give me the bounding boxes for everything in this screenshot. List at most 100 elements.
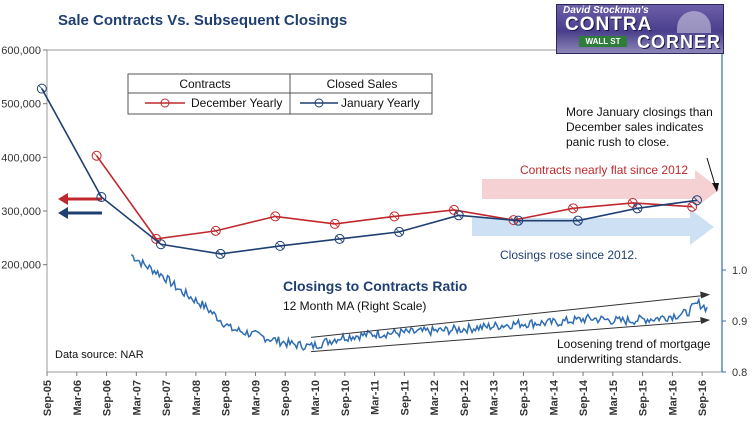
y-left-tick-label: 400,000 <box>1 152 41 164</box>
contracts-point <box>270 211 281 222</box>
logo-byline: David Stockman's <box>563 5 649 16</box>
y-right-tick-label: 0.9 <box>732 316 747 328</box>
x-tick-label: Sep-08 <box>221 380 233 416</box>
x-tick-label: Sep-12 <box>459 380 471 416</box>
x-tick-label: Sep-10 <box>340 380 352 416</box>
axis-layer: 600,000 500,000 400,000 300,000 200,000 1.0 0.… <box>1 45 747 416</box>
closings-point <box>632 203 643 214</box>
legend-entry-january: January Yearly <box>341 96 420 110</box>
closings-point <box>334 233 345 244</box>
series-layer <box>36 83 711 353</box>
logo-word-contra: CONTRA <box>565 14 653 35</box>
point-cross <box>693 196 701 204</box>
x-tick-label: Sep-15 <box>638 380 650 416</box>
point-cross <box>212 227 220 235</box>
x-tick-label: Mar-16 <box>667 380 679 415</box>
x-tick-label: Sep-09 <box>280 380 292 416</box>
point-cross <box>272 213 279 220</box>
closings-point <box>691 195 702 206</box>
closings-line <box>41 88 698 255</box>
rise-trend-arrow <box>472 209 714 245</box>
panic-note-line: December sales indicates <box>566 120 703 134</box>
loosening-note-line: underwriting standards. <box>557 352 682 366</box>
closings-point <box>275 240 286 251</box>
y-left-tick-label: 500,000 <box>1 99 41 111</box>
point-cross <box>336 235 343 243</box>
point-cross <box>395 228 403 236</box>
ratio-subtitle: 12 Month MA (Right Scale) <box>283 299 426 313</box>
panic-pointer-head <box>712 183 719 192</box>
logo-word-corner: CORNER <box>637 32 722 52</box>
closings-point <box>513 215 524 226</box>
flat-trend-arrow <box>482 170 720 208</box>
legend: Contracts Closed Sales December Yearly Janu… <box>127 73 433 115</box>
point-cross <box>569 205 577 212</box>
closings-level-arrowhead <box>58 207 68 219</box>
closings-point <box>394 226 405 237</box>
contracts-point <box>568 203 579 214</box>
x-tick-label: Mar-15 <box>608 380 620 415</box>
point-cross <box>157 240 165 248</box>
upper-trend-line <box>310 295 705 338</box>
upper-trend-arrowhead <box>700 291 711 299</box>
point-cross <box>515 217 522 224</box>
wall-street-sign: WALL ST <box>579 36 627 47</box>
text-layer: Sale Contracts Vs. Subsequent Closings Co… <box>55 12 719 366</box>
x-tick-label: Mar-13 <box>489 380 501 415</box>
x-tick-label: Mar-10 <box>310 380 322 415</box>
contracts-point <box>91 150 102 161</box>
x-tick-label: Mar-06 <box>72 380 84 415</box>
x-tick-label: Mar-12 <box>429 380 441 415</box>
x-tick-label: Mar-08 <box>191 380 203 415</box>
x-tick-label: Mar-11 <box>370 380 382 415</box>
ratio-title: Closings to Contracts Ratio <box>283 278 467 294</box>
y-left-tick-label: 200,000 <box>1 260 41 272</box>
x-tick-label: Sep-13 <box>518 380 530 416</box>
point-cross <box>38 85 46 92</box>
contracts-point <box>329 218 340 229</box>
point-cross <box>688 203 696 210</box>
point-cross <box>634 205 641 212</box>
legend-entry-december: December Yearly <box>191 96 282 110</box>
data-source: Data source: NAR <box>55 349 144 361</box>
point-cross <box>331 220 339 228</box>
x-tick-label: Sep-07 <box>161 380 173 416</box>
closings-point <box>453 210 464 221</box>
x-tick-label: Mar-07 <box>131 380 143 415</box>
x-tick-label: Sep-05 <box>42 380 54 416</box>
y-left-tick-label: 600,000 <box>1 45 41 57</box>
chart-title: Sale Contracts Vs. Subsequent Closings <box>58 12 347 29</box>
arrow-layer <box>58 170 720 245</box>
legend-header-closed: Closed Sales <box>327 77 398 91</box>
closings-point <box>96 192 107 203</box>
x-tick-label: Sep-16 <box>697 380 709 416</box>
x-tick-label: Mar-09 <box>250 380 262 415</box>
y-right-tick-label: 0.8 <box>732 367 747 379</box>
lower-trend-arrowhead <box>700 317 711 324</box>
contracts-point <box>389 211 400 222</box>
loosening-note-line: Loosening trend of mortgage <box>557 337 711 351</box>
contracts-level-arrowhead <box>58 193 68 205</box>
point-cross <box>98 193 105 201</box>
panic-note-line: panic rush to close. <box>566 135 669 149</box>
closings-point <box>36 83 47 94</box>
panic-note-line: More January closings than <box>566 105 713 119</box>
x-tick-label: Mar-14 <box>548 379 560 415</box>
point-cross <box>93 152 100 160</box>
lower-trend-line <box>310 320 705 353</box>
closings-point <box>155 239 166 250</box>
x-tick-label: Sep-14 <box>578 379 590 416</box>
y-left-tick-label: 300,000 <box>1 206 41 218</box>
point-cross <box>391 213 398 220</box>
contracts-point <box>210 225 221 236</box>
point-cross <box>276 242 284 250</box>
point-cross <box>455 212 463 219</box>
contracts-note: Contracts nearly flat since 2012 <box>520 163 688 177</box>
closings-point <box>572 215 583 226</box>
legend-marker-contracts <box>160 98 170 108</box>
closings-note: Closings rose since 2012. <box>500 248 637 262</box>
y-right-tick-label: 1.0 <box>732 265 747 277</box>
contra-corner-logo: David Stockman's CONTRA CORNER WALL ST <box>556 4 724 54</box>
